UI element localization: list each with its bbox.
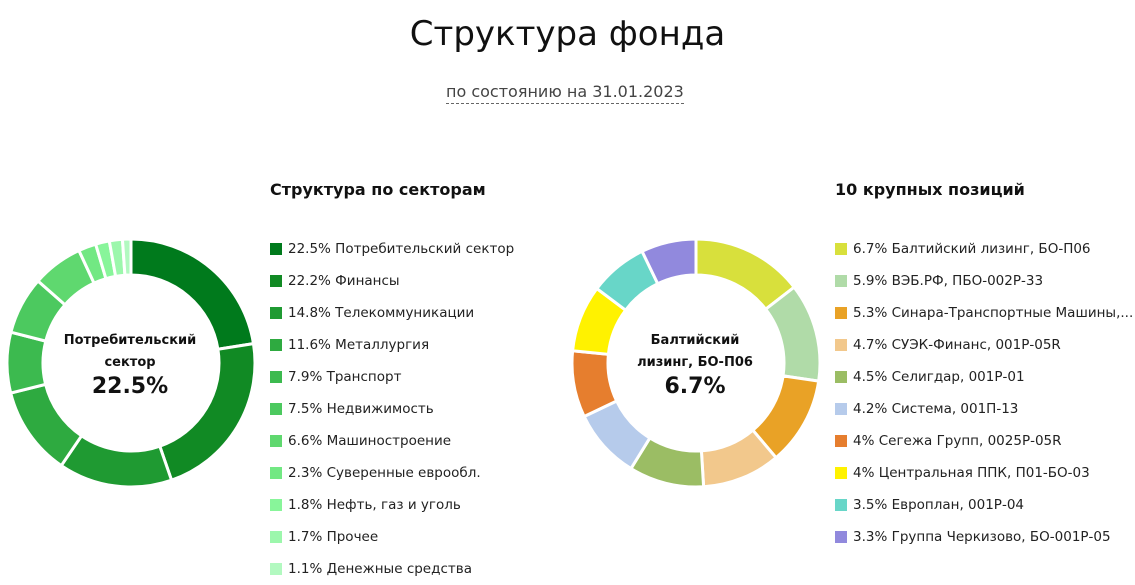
legend-item[interactable]: 5.9% ВЭБ.РФ, ПБО-002Р-33: [835, 265, 1133, 297]
legend-item[interactable]: 1.1% Денежные средства: [270, 553, 514, 585]
sectors-title: Структура по секторам: [270, 180, 486, 199]
legend-item[interactable]: 7.5% Недвижимость: [270, 393, 514, 425]
positions-center-label: Балтийский лизинг, БО-П06: [637, 333, 753, 370]
legend-label: 4.5% Селигдар, 001Р-01: [853, 369, 1025, 385]
legend-swatch: [835, 403, 847, 415]
legend-label: 4% Сегежа Групп, 0025Р-05R: [853, 433, 1062, 449]
legend-swatch: [270, 275, 282, 287]
legend-item[interactable]: 5.3% Синара-Транспортные Машины,...: [835, 297, 1133, 329]
legend-swatch: [270, 307, 282, 319]
legend-item[interactable]: 4% Центральная ППК, П01-БО-03: [835, 457, 1133, 489]
legend-item[interactable]: 4.7% СУЭК-Финанс, 001Р-05R: [835, 329, 1133, 361]
positions-center: Балтийский лизинг, БО-П06 6.7%: [610, 330, 780, 399]
legend-label: 4% Центральная ППК, П01-БО-03: [853, 465, 1090, 481]
legend-item[interactable]: 1.8% Нефть, газ и уголь: [270, 489, 514, 521]
legend-item[interactable]: 22.5% Потребительский сектор: [270, 233, 514, 265]
date-selector[interactable]: по состоянию на 31.01.2023: [446, 82, 684, 104]
legend-swatch: [270, 467, 282, 479]
legend-label: 6.7% Балтийский лизинг, БО-П06: [853, 241, 1091, 257]
legend-swatch: [835, 243, 847, 255]
legend-item[interactable]: 4.5% Селигдар, 001Р-01: [835, 361, 1133, 393]
legend-label: 11.6% Металлургия: [288, 337, 430, 353]
legend-label: 1.8% Нефть, газ и уголь: [288, 497, 461, 513]
legend-swatch: [270, 339, 282, 351]
legend-swatch: [270, 531, 282, 543]
legend-swatch: [835, 339, 847, 351]
legend-item[interactable]: 6.7% Балтийский лизинг, БО-П06: [835, 233, 1133, 265]
sectors-center: Потребительский сектор 22.5%: [45, 330, 215, 399]
legend-swatch: [270, 435, 282, 447]
legend-label: 4.7% СУЭК-Финанс, 001Р-05R: [853, 337, 1061, 353]
positions-center-value: 6.7%: [664, 374, 726, 399]
legend-item[interactable]: 4.2% Система, 001П-13: [835, 393, 1133, 425]
legend-label: 1.1% Денежные средства: [288, 561, 472, 577]
legend-label: 7.5% Недвижимость: [288, 401, 434, 417]
sectors-center-label: Потребительский сектор: [63, 333, 197, 370]
legend-swatch: [835, 531, 847, 543]
legend-item[interactable]: 4% Сегежа Групп, 0025Р-05R: [835, 425, 1133, 457]
legend-item[interactable]: 3.5% Европлан, 001Р-04: [835, 489, 1133, 521]
legend-label: 1.7% Прочее: [288, 529, 379, 545]
legend-swatch: [835, 371, 847, 383]
legend-swatch: [270, 403, 282, 415]
legend-item[interactable]: 3.3% Группа Черкизово, БО-001Р-05: [835, 521, 1133, 553]
legend-label: 7.9% Транспорт: [288, 369, 402, 385]
positions-title: 10 крупных позиций: [835, 180, 1025, 199]
sectors-donut-chart: [5, 237, 257, 489]
legend-swatch: [270, 563, 282, 575]
legend-label: 3.3% Группа Черкизово, БО-001Р-05: [853, 529, 1111, 545]
donut-slice[interactable]: [120, 237, 133, 277]
legend-swatch: [835, 275, 847, 287]
legend-swatch: [835, 307, 847, 319]
legend-label: 22.2% Финансы: [288, 273, 400, 289]
page-title: Структура фонда: [409, 14, 726, 54]
legend-label: 5.3% Синара-Транспортные Машины,...: [853, 305, 1134, 321]
legend-item[interactable]: 7.9% Транспорт: [270, 361, 514, 393]
legend-item[interactable]: 14.8% Телекоммуникации: [270, 297, 514, 329]
legend-swatch: [270, 371, 282, 383]
legend-label: 2.3% Суверенные еврообл.: [288, 465, 481, 481]
top-positions-donut-chart: [570, 237, 822, 489]
legend-swatch: [835, 435, 847, 447]
legend-item[interactable]: 6.6% Машиностроение: [270, 425, 514, 457]
positions-legend: 6.7% Балтийский лизинг, БО-П06 5.9% ВЭБ.Р…: [835, 233, 1133, 553]
sectors-legend: 22.5% Потребительский сектор 22.2% Финанс…: [270, 233, 514, 585]
legend-label: 6.6% Машиностроение: [288, 433, 452, 449]
legend-label: 3.5% Европлан, 001Р-04: [853, 497, 1024, 513]
legend-item[interactable]: 2.3% Суверенные еврообл.: [270, 457, 514, 489]
legend-label: 14.8% Телекоммуникации: [288, 305, 475, 321]
legend-swatch: [270, 499, 282, 511]
legend-label: 22.5% Потребительский сектор: [288, 241, 515, 257]
legend-item[interactable]: 22.2% Финансы: [270, 265, 514, 297]
donut-slice[interactable]: [5, 330, 48, 395]
legend-swatch: [835, 499, 847, 511]
legend-item[interactable]: 11.6% Металлургия: [270, 329, 514, 361]
legend-item[interactable]: 1.7% Прочее: [270, 521, 514, 553]
legend-swatch: [270, 243, 282, 255]
legend-label: 4.2% Система, 001П-13: [853, 401, 1019, 417]
legend-label: 5.9% ВЭБ.РФ, ПБО-002Р-33: [853, 273, 1044, 289]
donut-slice[interactable]: [640, 237, 698, 286]
sectors-center-value: 22.5%: [91, 374, 169, 399]
legend-swatch: [835, 467, 847, 479]
